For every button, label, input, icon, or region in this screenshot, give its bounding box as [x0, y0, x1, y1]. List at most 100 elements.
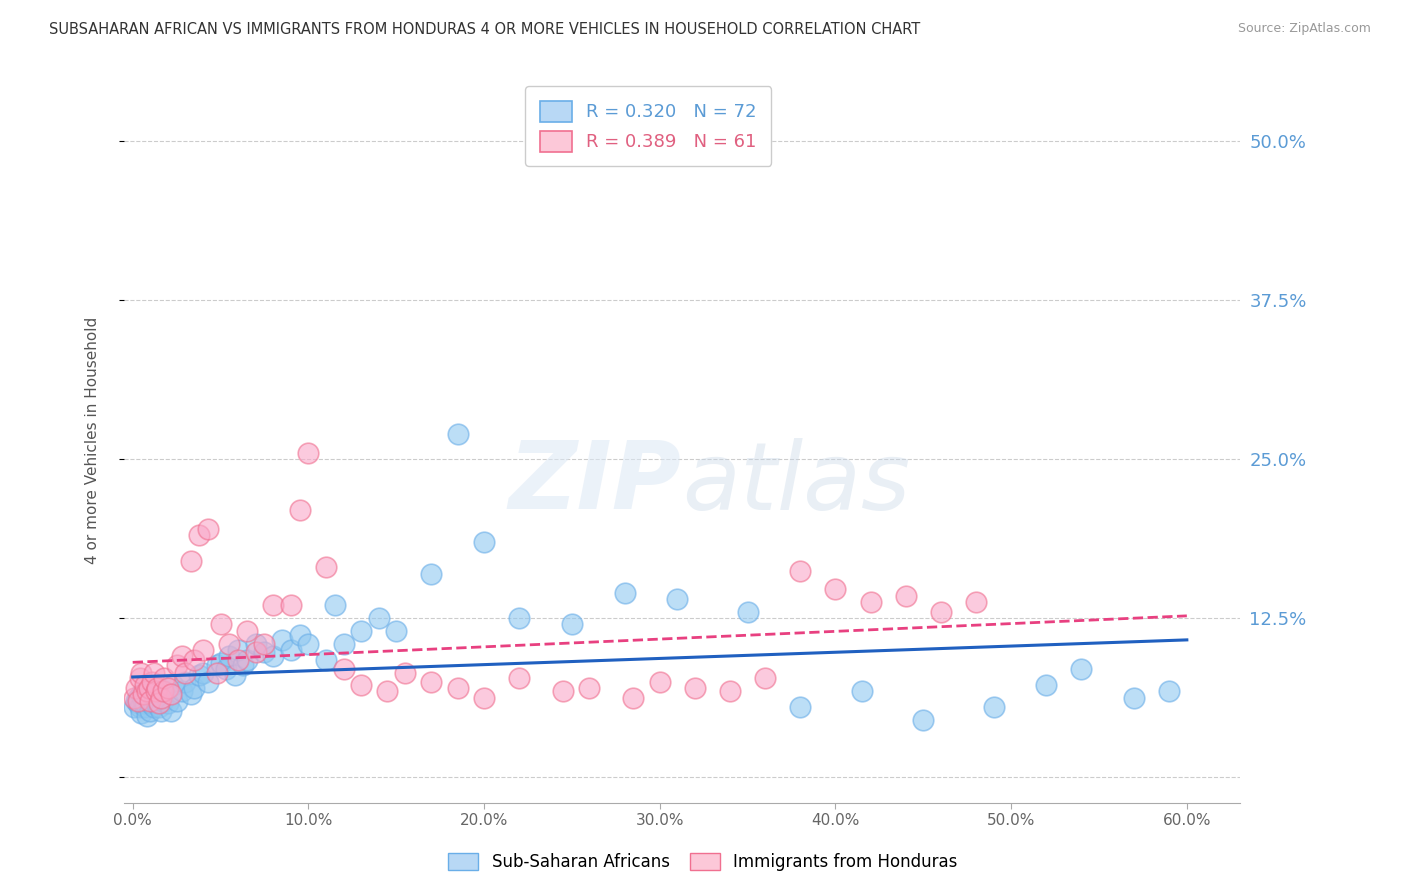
Point — [125, 681, 148, 695]
Point — [683, 681, 706, 695]
Point — [218, 636, 240, 650]
Point — [323, 599, 346, 613]
Point — [148, 700, 170, 714]
Point — [367, 611, 389, 625]
Text: ZIP: ZIP — [509, 437, 682, 530]
Point — [297, 636, 319, 650]
Point — [188, 668, 211, 682]
Point — [152, 683, 174, 698]
Point — [142, 665, 165, 680]
Point — [131, 665, 153, 680]
Point — [315, 653, 337, 667]
Point — [613, 585, 636, 599]
Point — [183, 681, 205, 695]
Point — [965, 594, 987, 608]
Point — [128, 700, 150, 714]
Point — [472, 534, 495, 549]
Point — [447, 681, 470, 695]
Text: SUBSAHARAN AFRICAN VS IMMIGRANTS FROM HONDURAS 4 OR MORE VEHICLES IN HOUSEHOLD C: SUBSAHARAN AFRICAN VS IMMIGRANTS FROM HO… — [49, 22, 921, 37]
Point — [145, 683, 167, 698]
Point — [789, 700, 811, 714]
Point — [718, 683, 741, 698]
Point — [350, 678, 373, 692]
Point — [420, 566, 443, 581]
Point — [245, 636, 267, 650]
Point — [170, 683, 193, 698]
Point — [508, 611, 530, 625]
Point — [132, 694, 155, 708]
Point — [578, 681, 600, 695]
Point — [1123, 691, 1146, 706]
Point — [561, 617, 583, 632]
Point — [125, 694, 148, 708]
Point — [224, 668, 246, 682]
Point — [912, 713, 935, 727]
Point — [236, 653, 259, 667]
Point — [180, 554, 202, 568]
Point — [332, 636, 354, 650]
Point — [205, 658, 228, 673]
Point — [824, 582, 846, 596]
Point — [142, 691, 165, 706]
Point — [859, 594, 882, 608]
Point — [209, 617, 232, 632]
Point — [262, 599, 284, 613]
Point — [197, 674, 219, 689]
Point — [508, 671, 530, 685]
Point — [377, 683, 399, 698]
Point — [142, 700, 165, 714]
Point — [160, 687, 183, 701]
Point — [131, 687, 153, 701]
Point — [124, 691, 146, 706]
Point — [153, 671, 176, 685]
Point — [135, 709, 157, 723]
Point — [447, 426, 470, 441]
Point — [141, 674, 163, 689]
Point — [789, 564, 811, 578]
Point — [148, 696, 170, 710]
Point — [245, 645, 267, 659]
Point — [929, 605, 952, 619]
Point — [128, 671, 150, 685]
Point — [226, 643, 249, 657]
Point — [297, 446, 319, 460]
Point — [1159, 683, 1181, 698]
Point — [394, 665, 416, 680]
Point — [894, 590, 917, 604]
Point — [271, 632, 294, 647]
Point — [139, 694, 162, 708]
Point — [170, 649, 193, 664]
Point — [226, 653, 249, 667]
Point — [332, 662, 354, 676]
Point — [132, 687, 155, 701]
Point — [146, 687, 169, 701]
Point — [666, 592, 689, 607]
Point — [262, 649, 284, 664]
Point — [135, 691, 157, 706]
Point — [288, 503, 311, 517]
Point — [209, 656, 232, 670]
Point — [138, 687, 160, 701]
Point — [191, 643, 214, 657]
Point — [127, 696, 149, 710]
Point — [188, 528, 211, 542]
Point — [280, 599, 302, 613]
Point — [280, 643, 302, 657]
Point — [983, 700, 1005, 714]
Point — [166, 658, 188, 673]
Point — [134, 696, 156, 710]
Point — [145, 696, 167, 710]
Point — [1070, 662, 1092, 676]
Text: atlas: atlas — [682, 438, 910, 529]
Legend: R = 0.320   N = 72, R = 0.389   N = 61: R = 0.320 N = 72, R = 0.389 N = 61 — [524, 87, 772, 166]
Point — [124, 700, 146, 714]
Point — [149, 704, 172, 718]
Y-axis label: 4 or more Vehicles in Household: 4 or more Vehicles in Household — [86, 317, 100, 564]
Point — [385, 624, 408, 638]
Point — [420, 674, 443, 689]
Point — [156, 681, 179, 695]
Point — [215, 662, 238, 676]
Point — [191, 665, 214, 680]
Point — [648, 674, 671, 689]
Point — [138, 681, 160, 695]
